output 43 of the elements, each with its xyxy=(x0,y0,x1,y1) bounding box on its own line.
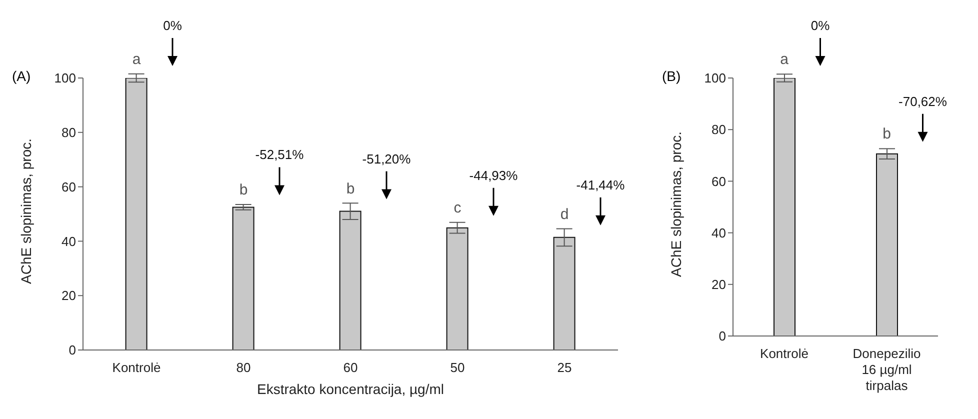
y-axis-title: AChE slopinimas, proc. xyxy=(18,138,34,284)
x-tick-label: Donepezilio 16 µg/ml tirpalas xyxy=(852,346,921,393)
annotation: b xyxy=(882,126,891,143)
text: 0% xyxy=(163,18,182,33)
annotation: c xyxy=(454,200,462,217)
y-axis-title: AChE slopinimas, proc. xyxy=(668,131,684,277)
annotation: a xyxy=(780,51,790,68)
annotation: -52,51% xyxy=(255,147,304,162)
y-tick-label: 80 xyxy=(62,125,76,140)
annotation: a xyxy=(132,51,142,68)
x-tick-label: 60 xyxy=(343,360,358,375)
x-tick-label: 25 xyxy=(557,360,572,375)
bar xyxy=(232,206,254,350)
annotation: -70,62% xyxy=(898,94,948,109)
y-tick-label: 60 xyxy=(712,174,726,189)
annotation: b xyxy=(239,182,248,199)
annotation: -41,44% xyxy=(576,177,626,192)
annotation: -51,20% xyxy=(362,151,412,166)
x-tick-label: 80 xyxy=(236,360,251,375)
annotation: -44,93% xyxy=(469,168,518,183)
bar xyxy=(125,78,148,350)
y-tick-label: 80 xyxy=(712,122,726,138)
x-axis-title: Ekstrakto koncentracija, µg/ml xyxy=(256,381,444,397)
annotation: b xyxy=(346,180,355,198)
y-tick-label: 20 xyxy=(712,277,726,292)
x-tick-label: Kontrolė xyxy=(112,360,161,375)
chart-title: (A) xyxy=(12,68,31,84)
y-tick-label: 40 xyxy=(62,234,76,249)
y-tick-label: 0 xyxy=(718,328,726,344)
x-tick-label: Kontrolė xyxy=(760,346,808,361)
text: 0% xyxy=(810,18,830,33)
bar xyxy=(339,210,362,350)
y-tick-label: 100 xyxy=(704,70,726,86)
annotation: d xyxy=(560,206,569,224)
y-tick-label: 40 xyxy=(712,225,726,240)
y-tick-label: 0 xyxy=(68,342,76,358)
y-tick-label: 100 xyxy=(54,70,76,86)
y-tick-label: 20 xyxy=(62,288,76,304)
bar xyxy=(553,236,576,350)
bar xyxy=(446,227,468,350)
chart-title: (B) xyxy=(662,68,681,84)
x-tick-label: 50 xyxy=(450,360,465,375)
y-tick-label: 60 xyxy=(62,179,76,194)
